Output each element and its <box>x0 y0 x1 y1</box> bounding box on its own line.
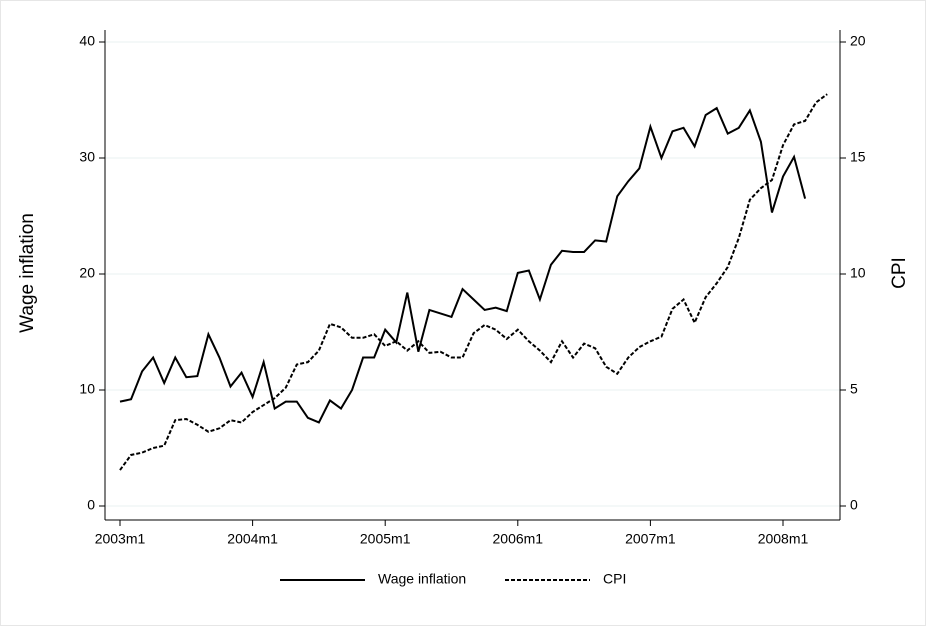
y-tick-label: 20 <box>79 265 95 281</box>
y2-tick-label: 10 <box>850 265 866 281</box>
x-tick-label: 2008m1 <box>758 531 809 547</box>
y-tick-label: 0 <box>87 497 95 513</box>
x-tick-label: 2007m1 <box>625 531 676 547</box>
y-tick-label: 30 <box>79 149 95 165</box>
x-tick-label: 2003m1 <box>95 531 146 547</box>
x-tick-label: 2005m1 <box>360 531 411 547</box>
y2-tick-label: 0 <box>850 497 858 513</box>
y-axis-title: Wage inflation <box>17 213 38 333</box>
series-line <box>119 93 828 471</box>
legend-label: Wage inflation <box>378 571 466 587</box>
x-tick-label: 2006m1 <box>493 531 544 547</box>
y2-tick-label: 5 <box>850 381 858 397</box>
legend-label: CPI <box>603 571 626 587</box>
y2-tick-label: 20 <box>850 33 866 49</box>
y2-tick-label: 15 <box>850 149 866 165</box>
y-tick-label: 10 <box>79 381 95 397</box>
y-tick-label: 40 <box>79 33 95 49</box>
series-line <box>119 106 807 424</box>
x-tick-label: 2004m1 <box>227 531 278 547</box>
y2-axis-title: CPI <box>889 257 910 289</box>
